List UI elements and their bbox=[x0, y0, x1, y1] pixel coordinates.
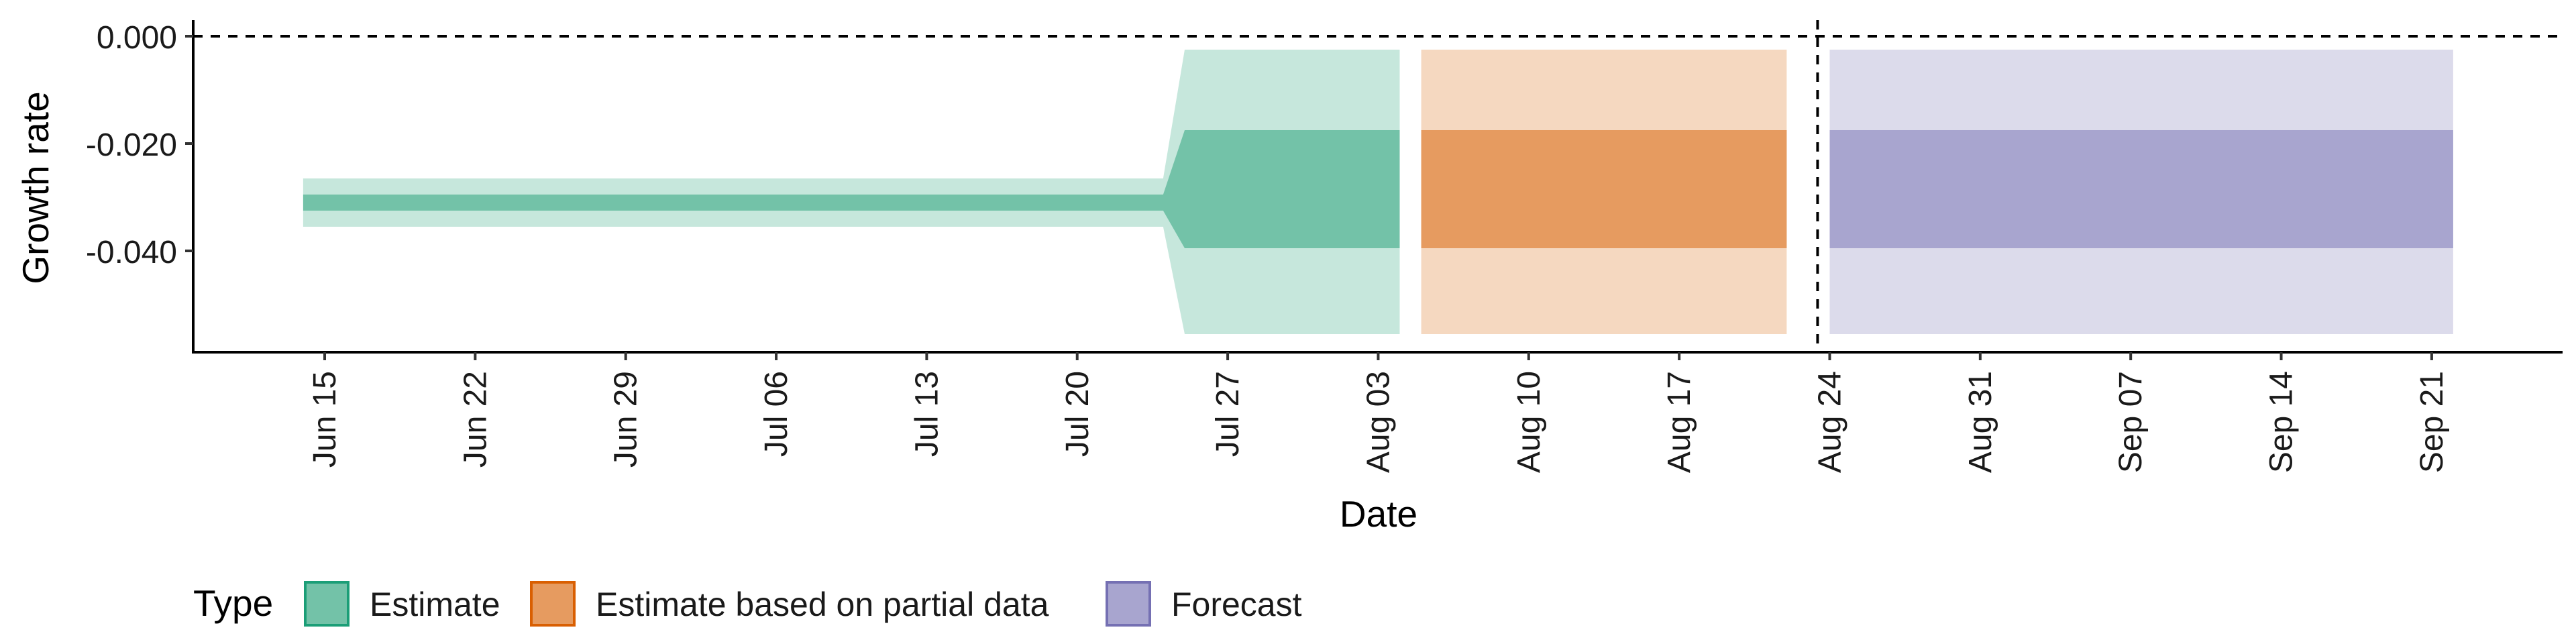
band-inner-2 bbox=[1829, 130, 2453, 248]
x-tick-label: Sep 14 bbox=[2264, 371, 2300, 473]
x-tick-label: Sep 07 bbox=[2113, 371, 2149, 473]
band-inner-0 bbox=[303, 130, 1400, 248]
band-inner-1 bbox=[1421, 130, 1787, 248]
x-tick-label: Jul 13 bbox=[909, 371, 945, 457]
y-tick-label: -0.040 bbox=[86, 235, 177, 270]
y-tick-label: -0.020 bbox=[86, 127, 177, 163]
x-tick-label: Jun 29 bbox=[608, 371, 644, 468]
legend-title: Type bbox=[193, 582, 273, 624]
band-outer-0 bbox=[303, 50, 1400, 334]
x-tick-label: Aug 10 bbox=[1511, 371, 1547, 473]
tick-layer: 0.000 -0.020 -0.040 Jun 15 Jun 22 Jun 29 Jul 0… bbox=[86, 20, 2450, 473]
y-axis-title: Growth rate bbox=[15, 91, 56, 284]
x-tick-label: Aug 31 bbox=[1963, 371, 1998, 473]
legend-key-1 bbox=[530, 581, 576, 627]
x-axis-title: Date bbox=[1340, 493, 1417, 535]
reference-lines bbox=[193, 20, 2563, 352]
x-tick-label: Jun 22 bbox=[458, 371, 493, 468]
x-tick-label: Jul 06 bbox=[759, 371, 794, 457]
x-tick-label: Jun 15 bbox=[307, 371, 343, 468]
legend-key-0 bbox=[304, 581, 350, 627]
x-tick-label: Aug 17 bbox=[1662, 371, 1697, 473]
x-tick-label: Aug 24 bbox=[1813, 371, 1848, 473]
legend-label-2: Forecast bbox=[1171, 586, 1302, 623]
legend-key-2 bbox=[1106, 581, 1151, 627]
x-tick-label: Aug 03 bbox=[1360, 371, 1396, 473]
legend-label-0: Estimate bbox=[370, 586, 500, 623]
x-tick-label: Jul 20 bbox=[1060, 371, 1095, 457]
x-tick-label: Sep 21 bbox=[2414, 371, 2450, 473]
x-tick-label: Jul 27 bbox=[1210, 371, 1246, 457]
band-layer bbox=[303, 50, 2453, 334]
legend-label-1: Estimate based on partial data bbox=[596, 586, 1049, 623]
y-tick-label: 0.000 bbox=[97, 20, 177, 56]
legend: Type Estimate Estimate based on partial da… bbox=[193, 581, 1302, 627]
